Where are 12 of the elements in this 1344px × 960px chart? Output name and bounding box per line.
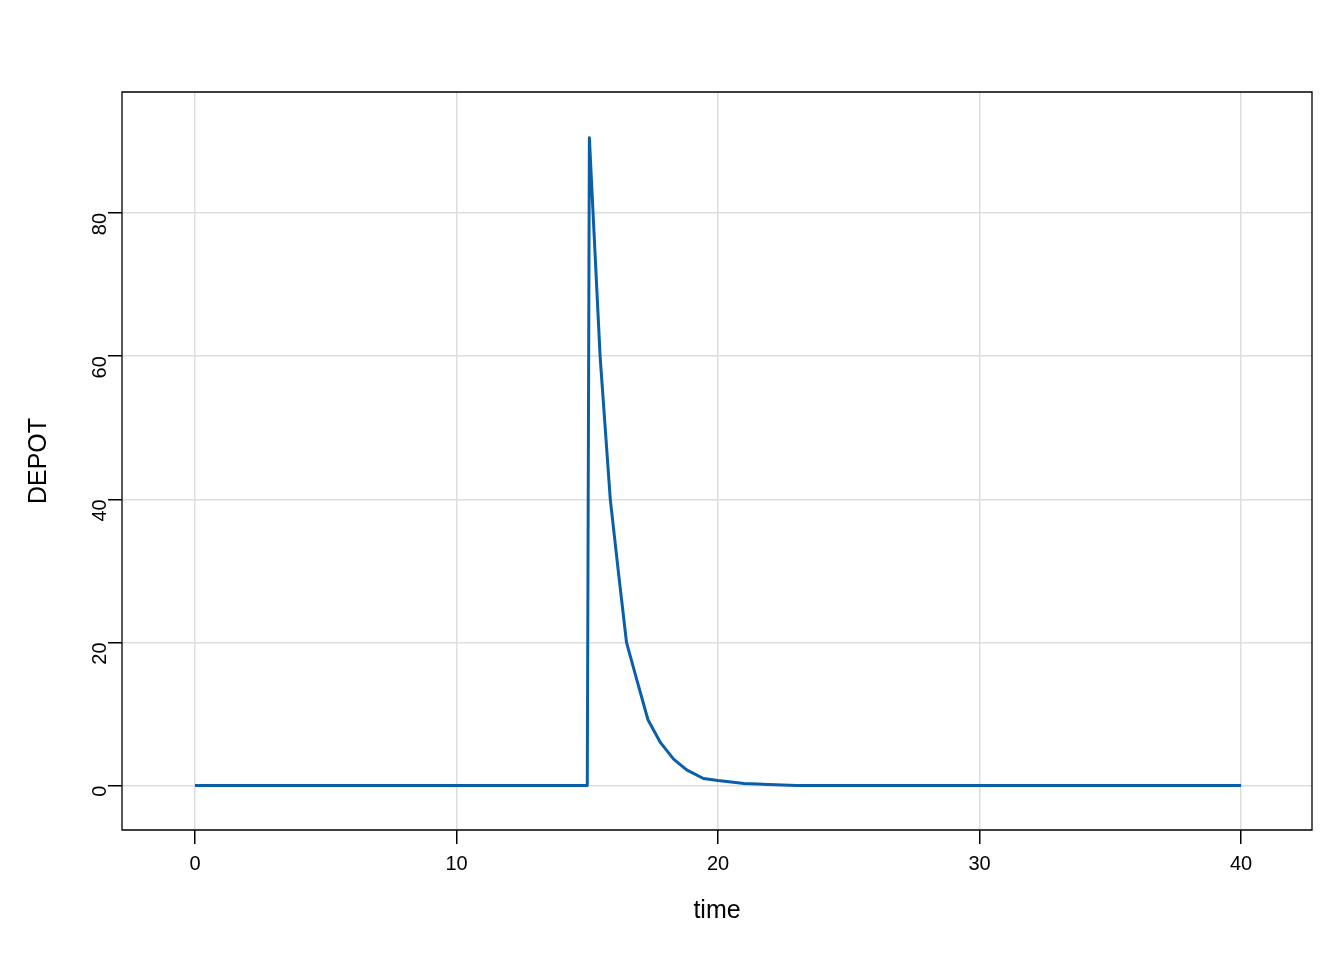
y-tick-label: 20 bbox=[87, 642, 110, 665]
y-tick-label: 60 bbox=[87, 356, 110, 379]
x-tick-label: 30 bbox=[968, 851, 991, 874]
y-axis-title: DEPOT bbox=[22, 417, 51, 505]
y-tick-label: 0 bbox=[87, 785, 110, 797]
x-tick-label: 20 bbox=[706, 851, 730, 874]
x-tick-label: 40 bbox=[1230, 851, 1253, 874]
y-tick-label: 40 bbox=[87, 499, 110, 522]
x-tick-label: 10 bbox=[445, 851, 468, 874]
x-tick-label: 0 bbox=[189, 851, 201, 874]
y-tick-label: 80 bbox=[87, 212, 110, 236]
x-axis-title: time bbox=[693, 894, 741, 923]
